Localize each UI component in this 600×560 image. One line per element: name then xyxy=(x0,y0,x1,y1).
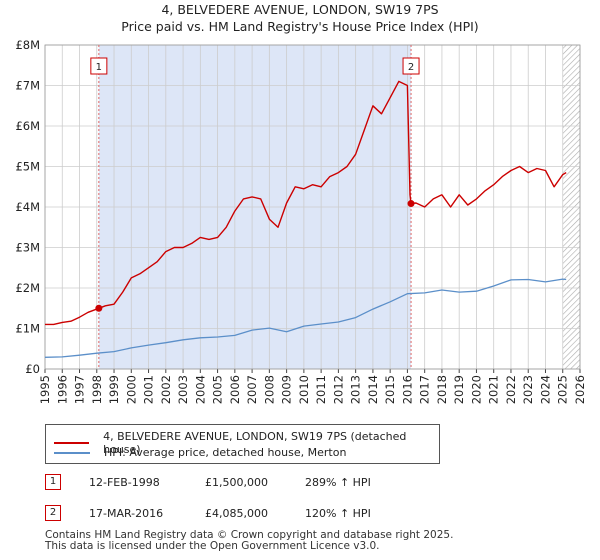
legend-item-property: 4, BELVEDERE AVENUE, LONDON, SW19 7PS (d… xyxy=(54,430,439,456)
legend-label-property: 4, BELVEDERE AVENUE, LONDON, SW19 7PS (d… xyxy=(103,430,407,456)
transaction-date-1: 12-FEB-1998 xyxy=(89,476,160,489)
hpi-line xyxy=(44,278,567,358)
x-tick-label: 2004 xyxy=(193,375,207,404)
x-tick-label: 2024 xyxy=(538,375,552,404)
footer-licence: This data is licensed under the Open Gov… xyxy=(45,540,380,552)
plot-frame xyxy=(44,44,581,370)
x-tick-label: 2018 xyxy=(435,375,449,404)
transaction-label-2: 2 xyxy=(408,62,414,73)
transaction-marker-2: 2 xyxy=(45,505,61,521)
x-tick-label: 2025 xyxy=(556,375,570,404)
x-tick-label: 2015 xyxy=(383,375,397,404)
transaction-date-2: 17-MAR-2016 xyxy=(89,507,164,520)
x-tick-label: 2017 xyxy=(418,375,432,404)
x-tick-label: 2023 xyxy=(521,375,535,404)
y-tick-label: £0 xyxy=(25,362,40,376)
chart-subtitle: Price paid vs. HM Land Registry's House … xyxy=(121,19,479,34)
y-tick-label: £7M xyxy=(15,79,40,93)
x-tick-label: 2006 xyxy=(228,375,242,404)
y-tick-label: £6M xyxy=(15,119,40,133)
transaction-label-box-2 xyxy=(402,57,420,75)
x-tick-label: 1998 xyxy=(90,375,104,404)
x-tick-label: 2007 xyxy=(245,375,259,404)
legend-label-hpi: HPI: Average price, detached house, Mert… xyxy=(104,446,347,459)
x-tick-label: 2000 xyxy=(124,375,138,404)
x-tick-label: 2010 xyxy=(297,375,311,404)
transaction-point-1 xyxy=(95,304,103,312)
x-tick-label: 2014 xyxy=(366,375,380,404)
x-tick-label: 2013 xyxy=(349,375,363,404)
y-tick-label: £2M xyxy=(15,281,40,295)
transaction-row-2: 2 17-MAR-2016 £4,085,000 120% ↑ HPI xyxy=(45,505,465,525)
y-tick-label: £5M xyxy=(15,160,40,174)
x-tick-label: 2008 xyxy=(262,375,276,404)
transaction-hpi-2: 120% ↑ HPI xyxy=(305,507,371,520)
transaction-hpi-1: 289% ↑ HPI xyxy=(305,476,371,489)
x-tick-label: 1999 xyxy=(107,375,121,404)
x-tick-label: 2002 xyxy=(159,375,173,404)
x-tick-label: 2003 xyxy=(176,375,190,404)
y-tick-label: £4M xyxy=(15,200,40,214)
legend-item-hpi: HPI: Average price, detached house, Mert… xyxy=(54,446,346,459)
legend-swatch-property xyxy=(54,442,90,444)
y-tick-label: £1M xyxy=(15,322,40,336)
x-tick-label: 1996 xyxy=(55,375,69,404)
transaction-marker-1: 1 xyxy=(45,474,61,490)
x-tick-label: 2022 xyxy=(504,375,518,404)
transaction-label-1: 1 xyxy=(96,62,102,73)
footer: Contains HM Land Registry data © Crown c… xyxy=(45,530,453,552)
legend-swatch-hpi xyxy=(54,451,90,454)
x-tick-label: 2001 xyxy=(142,375,156,404)
x-tick-label: 1995 xyxy=(38,375,52,404)
x-tick-label: 2026 xyxy=(573,375,587,404)
x-tick-label: 2016 xyxy=(400,375,414,404)
property-price-line xyxy=(45,80,567,326)
footer-copyright: Contains HM Land Registry data © Crown c… xyxy=(45,529,454,541)
x-tick-label: 2021 xyxy=(487,375,501,404)
x-tick-label: 2011 xyxy=(314,375,328,404)
legend: 4, BELVEDERE AVENUE, LONDON, SW19 7PS (d… xyxy=(45,424,440,464)
transaction-row-1: 1 12-FEB-1998 £1,500,000 289% ↑ HPI xyxy=(45,474,465,494)
x-tick-label: 2009 xyxy=(280,375,294,404)
transaction-price-2: £4,085,000 xyxy=(205,507,268,520)
x-tick-label: 2005 xyxy=(211,375,225,404)
transaction-label-box-1 xyxy=(90,57,108,75)
chart-title: 4, BELVEDERE AVENUE, LONDON, SW19 7PS xyxy=(161,2,439,17)
x-tick-label: 2019 xyxy=(452,375,466,404)
y-tick-label: £3M xyxy=(15,241,40,255)
x-tick-label: 1997 xyxy=(73,375,87,404)
x-tick-label: 2012 xyxy=(331,375,345,404)
y-tick-label: £8M xyxy=(15,38,40,52)
transaction-price-1: £1,500,000 xyxy=(205,476,268,489)
transaction-point-2 xyxy=(407,200,415,208)
x-tick-label: 2020 xyxy=(469,375,483,404)
